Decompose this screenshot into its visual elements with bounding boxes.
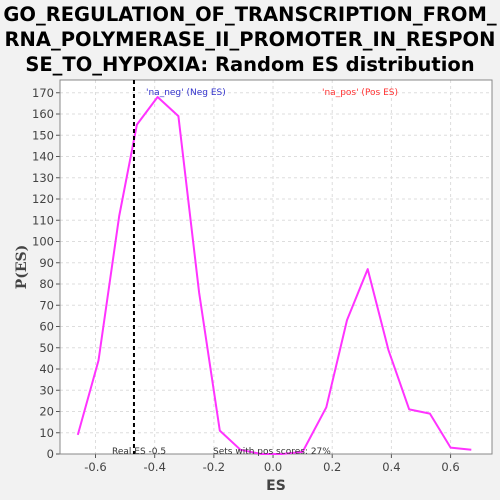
y-tick-label: 100 <box>32 235 54 249</box>
series <box>76 80 472 455</box>
y-tick-label: 120 <box>32 192 54 206</box>
neg-es-label: 'na_neg' (Neg ES) <box>146 88 226 98</box>
x-tick-label: 0.0 <box>264 460 282 474</box>
es-distribution-line <box>76 96 472 455</box>
y-tick-label: 40 <box>39 362 54 376</box>
pos-es-label: 'na_pos' (Pos ES) <box>322 88 398 98</box>
x-tick-label: -0.4 <box>143 460 165 474</box>
annotations: 'na_neg' (Neg ES) 'na_pos' (Pos ES) Real… <box>112 88 398 457</box>
chart-title-line-1: GO_REGULATION_OF_TRANSCRIPTION_FROM_ <box>3 3 497 26</box>
real-es-label: Real ES -0.5 <box>112 447 166 457</box>
x-axis-label: ES <box>266 478 286 494</box>
chart-title-line-2: RNA_POLYMERASE_II_PROMOTER_IN_RESPON <box>4 28 496 51</box>
x-tick-label: 0.6 <box>441 460 459 474</box>
y-tick-label: 50 <box>39 341 54 355</box>
pos-scores-label: Sets with pos scores: 27% <box>213 447 331 457</box>
y-tick-label: 140 <box>32 150 54 164</box>
chart-title-line-3: SE_TO_HYPOXIA: Random ES distribution <box>25 53 475 76</box>
y-tick-label: 70 <box>39 298 54 312</box>
y-tick-label: 130 <box>32 171 54 185</box>
y-tick-label: 80 <box>39 277 54 291</box>
y-tick-label: 110 <box>32 213 54 227</box>
chart-title: GO_REGULATION_OF_TRANSCRIPTION_FROM_ RNA… <box>0 2 500 77</box>
y-tick-label: 160 <box>32 107 54 121</box>
plot-area <box>60 80 492 454</box>
y-tick-label: 60 <box>39 320 54 334</box>
y-tick-label: 170 <box>32 86 54 100</box>
y-tick-label: 20 <box>39 405 54 419</box>
x-tick-label: 0.2 <box>323 460 341 474</box>
y-tick-label: 30 <box>39 383 54 397</box>
y-tick-label: 0 <box>47 447 54 461</box>
x-tick-label: 0.4 <box>382 460 400 474</box>
y-axis-label: P(ES) <box>14 245 30 290</box>
y-tick-label: 150 <box>32 128 54 142</box>
x-tick-label: -0.6 <box>84 460 106 474</box>
axes: -0.6 -0.4 -0.2 0.0 0.2 0.4 0.6 0 10 20 30 40 50 60 70 8… <box>32 79 493 474</box>
y-tick-label: 90 <box>39 256 54 270</box>
x-tick-label: -0.2 <box>203 460 225 474</box>
y-tick-label: 10 <box>39 426 54 440</box>
